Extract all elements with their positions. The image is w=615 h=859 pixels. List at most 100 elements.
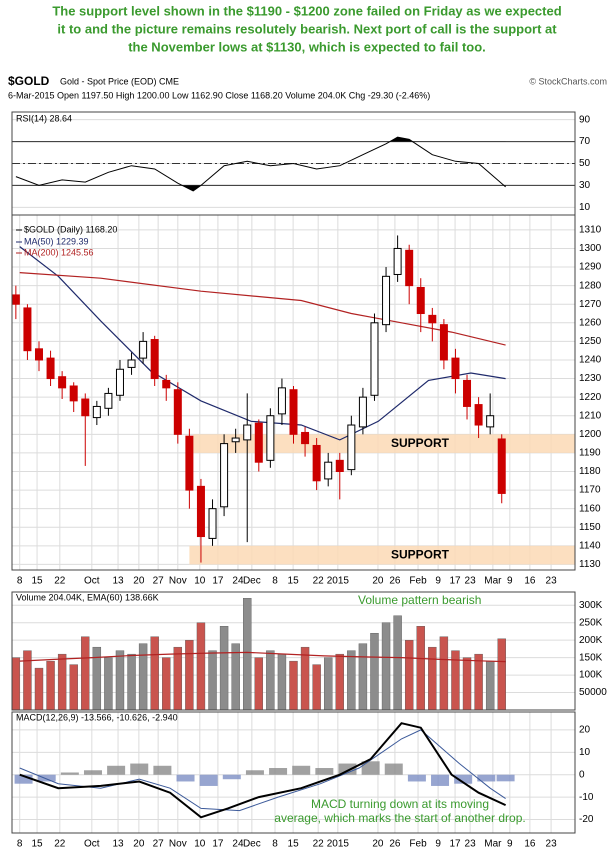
candle-body [208, 508, 217, 539]
volume-bar [428, 646, 437, 711]
volume-bar [347, 650, 356, 711]
volume-bar [46, 660, 55, 711]
volume-bar [185, 639, 194, 711]
macd-histogram-bar [37, 774, 56, 782]
volume-bar [485, 660, 495, 711]
x-tick-label: 20 [372, 839, 384, 850]
y-tick-label: 1260 [579, 317, 602, 328]
y-tick-label: -10 [579, 792, 594, 803]
candle-body [104, 392, 113, 409]
legend-label: MA(200) 1245.56 [24, 247, 94, 257]
volume-bar [231, 643, 240, 711]
y-tick-label: 1210 [579, 410, 602, 421]
x-tick-label: 24 [232, 576, 244, 587]
candle-body [393, 247, 402, 275]
macd-histogram-bar [454, 774, 473, 784]
volume-bar [404, 639, 414, 711]
candle-body [439, 324, 448, 361]
x-tick-label: Oct [84, 839, 100, 850]
x-tick-label: 23 [546, 839, 558, 850]
x-tick-label: 9 [507, 839, 513, 850]
candle-body [324, 461, 333, 480]
x-tick-label: 22 [54, 839, 66, 850]
x-tick-label: Feb [409, 839, 427, 850]
y-tick-label: 250K [579, 617, 603, 628]
y-tick-label: 70 [579, 136, 591, 147]
x-tick-label: 23 [546, 576, 558, 587]
x-tick-label: Mar [484, 839, 502, 850]
y-tick-label: 1230 [579, 373, 602, 384]
volume-bar [300, 646, 310, 711]
x-tick-label: 8 [17, 839, 23, 850]
y-tick-label: 1140 [579, 540, 601, 551]
volume-bar [370, 632, 379, 711]
x-tick-label: 17 [450, 839, 462, 850]
rsi-line [15, 136, 506, 192]
candle-body [416, 286, 425, 315]
macd-line [19, 722, 507, 819]
macd-histogram-bar [14, 774, 33, 784]
volume-bar [11, 657, 21, 711]
x-tick-label: Nov [169, 839, 187, 850]
volume-bar [104, 657, 113, 711]
candle-body [277, 387, 286, 415]
candle-body [69, 385, 78, 402]
x-tick-label: 26 [389, 576, 401, 587]
candle-body [370, 322, 379, 396]
x-tick-label: 24 [232, 839, 244, 850]
candle-body [347, 424, 356, 471]
panel-annotation: MACD turning down at its moving [311, 797, 489, 811]
annotation-line: The support level shown in the $1190 - $… [52, 3, 561, 18]
volume-bar [115, 650, 125, 711]
legend-label: $GOLD (Daily) 1168.20 [24, 224, 117, 234]
x-tick-label: Mar [484, 576, 502, 587]
volume-bar [393, 615, 402, 711]
macd-histogram-bar [176, 774, 195, 782]
macd-histogram-bar [315, 768, 334, 775]
candle-body [58, 376, 67, 389]
candle-body [254, 422, 263, 463]
moving-average [19, 246, 506, 441]
x-tick-label: 13 [112, 576, 124, 587]
macd-histogram-bar [407, 774, 426, 782]
volume-bar [358, 643, 368, 711]
macd-histogram-bar [384, 763, 403, 775]
panel-title: Volume 204.04K, EMA(60) 138.66K [16, 592, 159, 602]
y-tick-label: 1220 [579, 392, 602, 403]
support-band [189, 545, 576, 565]
rsi-extreme-fill [389, 137, 413, 142]
candle-body [358, 396, 367, 428]
x-tick-label: 17 [212, 576, 224, 587]
x-tick-label: 27 [153, 839, 165, 850]
macd-histogram-bar [83, 770, 102, 775]
macd-histogram-bar [496, 774, 515, 782]
candle-body [231, 437, 240, 443]
macd-histogram-bar [153, 765, 172, 775]
y-tick-label: 1170 [579, 485, 601, 496]
y-tick-label: 1270 [579, 299, 602, 310]
y-tick-label: 300K [579, 600, 603, 611]
panel-title: RSI(14) 28.64 [16, 113, 72, 123]
macd-histogram-bar [245, 770, 264, 775]
x-tick-label: 22 [313, 576, 325, 587]
volume-bar [34, 667, 44, 711]
macd-histogram-bar [477, 774, 496, 782]
volume-bar [277, 653, 287, 711]
candle-body [382, 275, 391, 326]
y-tick-label: 10 [579, 747, 591, 758]
candle-body [185, 435, 194, 491]
x-tick-label: 20 [133, 576, 145, 587]
volume-bar [57, 653, 67, 711]
volume-bar [69, 664, 78, 711]
volume-bar [23, 650, 32, 711]
x-tick-label: 15 [288, 576, 300, 587]
x-tick-label: 13 [112, 839, 124, 850]
x-tick-label: Oct [84, 576, 100, 587]
x-tick-label: 20 [133, 839, 145, 850]
volume-bar [289, 660, 298, 711]
x-tick-label: 15 [32, 839, 44, 850]
x-tick-label: 10 [194, 576, 206, 587]
y-tick-label: 20 [579, 725, 591, 736]
band-label: SUPPORT [391, 436, 450, 450]
